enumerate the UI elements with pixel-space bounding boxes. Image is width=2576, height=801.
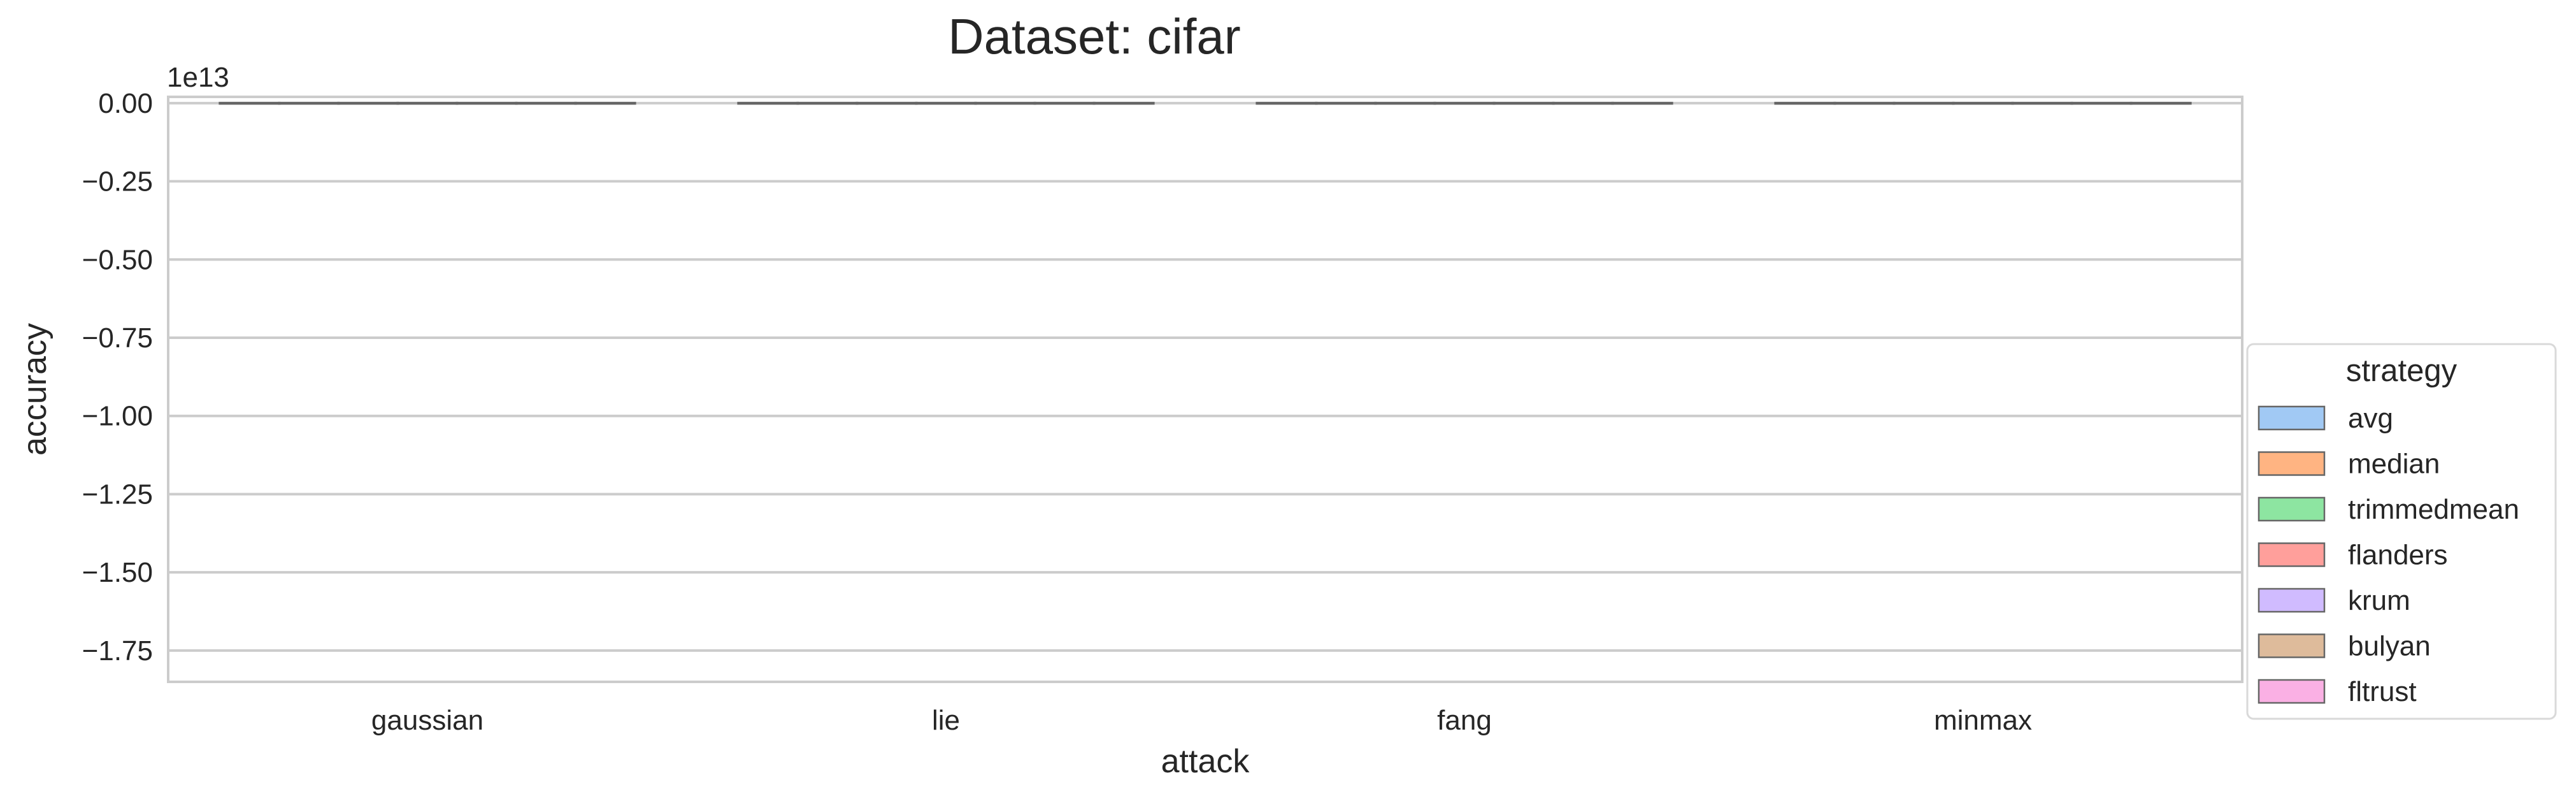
bar-trimmedmean-lie xyxy=(855,101,918,105)
y-tick-label: −1.75 xyxy=(82,635,153,667)
x-tick-label: fang xyxy=(1437,705,1492,736)
axis-offset-label: 1e13 xyxy=(167,62,229,93)
bar-flanders-lie xyxy=(915,101,977,105)
legend-label-avg: avg xyxy=(2348,403,2393,434)
bar-avg-gaussian xyxy=(218,101,281,105)
bar-bulyan-minmax xyxy=(2070,101,2133,105)
legend-swatch-bulyan xyxy=(2258,633,2326,658)
y-tick-label: 0.00 xyxy=(98,88,153,119)
x-tick-label: minmax xyxy=(1934,705,2032,736)
legend: strategy avg median trimmedmean flanders kru… xyxy=(2246,343,2557,720)
bar-median-gaussian xyxy=(278,101,340,105)
bar-krum-fang xyxy=(1492,101,1555,105)
y-tick-label: −1.50 xyxy=(82,557,153,588)
bar-bulyan-lie xyxy=(1033,101,1096,105)
y-tick-label: −1.00 xyxy=(82,401,153,432)
bar-median-lie xyxy=(796,101,859,105)
bar-fltrust-lie xyxy=(1092,101,1155,105)
bar-bulyan-gaussian xyxy=(515,101,577,105)
legend-items: avg median trimmedmean flanders krum bulyan fl… xyxy=(2258,403,2519,707)
bar-trimmedmean-gaussian xyxy=(337,101,399,105)
legend-swatch-flanders xyxy=(2258,542,2326,567)
legend-label-fltrust: fltrust xyxy=(2348,676,2417,707)
bar-avg-fang xyxy=(1256,101,1318,105)
bar-bulyan-fang xyxy=(1552,101,1614,105)
bar-median-minmax xyxy=(1833,101,1896,105)
y-axis-label: accuracy xyxy=(17,323,54,456)
x-axis-ticks: gaussian lie fang minmax xyxy=(371,705,2032,736)
bar-avg-minmax xyxy=(1774,101,1836,105)
bar-krum-gaussian xyxy=(455,101,518,105)
bar-flanders-fang xyxy=(1433,101,1496,105)
x-tick-label: lie xyxy=(932,705,960,736)
x-axis-label: attack xyxy=(1161,743,1250,780)
y-tick-label: −0.75 xyxy=(82,322,153,354)
legend-label-krum: krum xyxy=(2348,585,2410,616)
legend-label-median: median xyxy=(2348,449,2440,480)
bar-series xyxy=(218,101,2192,105)
bar-fltrust-gaussian xyxy=(574,101,636,105)
x-tick-label: gaussian xyxy=(371,705,483,736)
y-axis-ticks: 0.00 −0.25 −0.50 −0.75 −1.00 −1.25 −1.50 −1.75 xyxy=(82,88,153,667)
legend-swatch-krum xyxy=(2258,588,2326,613)
legend-swatch-fltrust xyxy=(2258,679,2326,704)
bar-fltrust-fang xyxy=(1611,101,1673,105)
bar-median-fang xyxy=(1315,101,1377,105)
bar-trimmedmean-minmax xyxy=(1893,101,1955,105)
legend-label-bulyan: bulyan xyxy=(2348,631,2431,662)
legend-swatch-avg xyxy=(2258,405,2326,431)
y-tick-label: −1.25 xyxy=(82,479,153,510)
legend-label-flanders: flanders xyxy=(2348,540,2448,571)
y-tick-label: −0.50 xyxy=(82,244,153,275)
legend-box xyxy=(2246,343,2557,720)
legend-swatch-median xyxy=(2258,451,2326,476)
legend-title: strategy xyxy=(2346,354,2458,388)
chart-title: Dataset: cifar xyxy=(948,8,1241,64)
bar-fltrust-minmax xyxy=(2129,101,2192,105)
bar-flanders-gaussian xyxy=(396,101,459,105)
bar-krum-minmax xyxy=(2011,101,2073,105)
legend-label-trimmedmean: trimmedmean xyxy=(2348,494,2519,525)
bar-trimmedmean-fang xyxy=(1374,101,1436,105)
gridlines xyxy=(168,101,2242,652)
plot-frame xyxy=(167,96,2243,683)
legend-swatch-trimmedmean xyxy=(2258,496,2326,522)
bar-avg-lie xyxy=(737,101,799,105)
y-tick-label: −0.25 xyxy=(82,166,153,198)
bar-flanders-minmax xyxy=(1952,101,2014,105)
bar-krum-lie xyxy=(974,101,1036,105)
